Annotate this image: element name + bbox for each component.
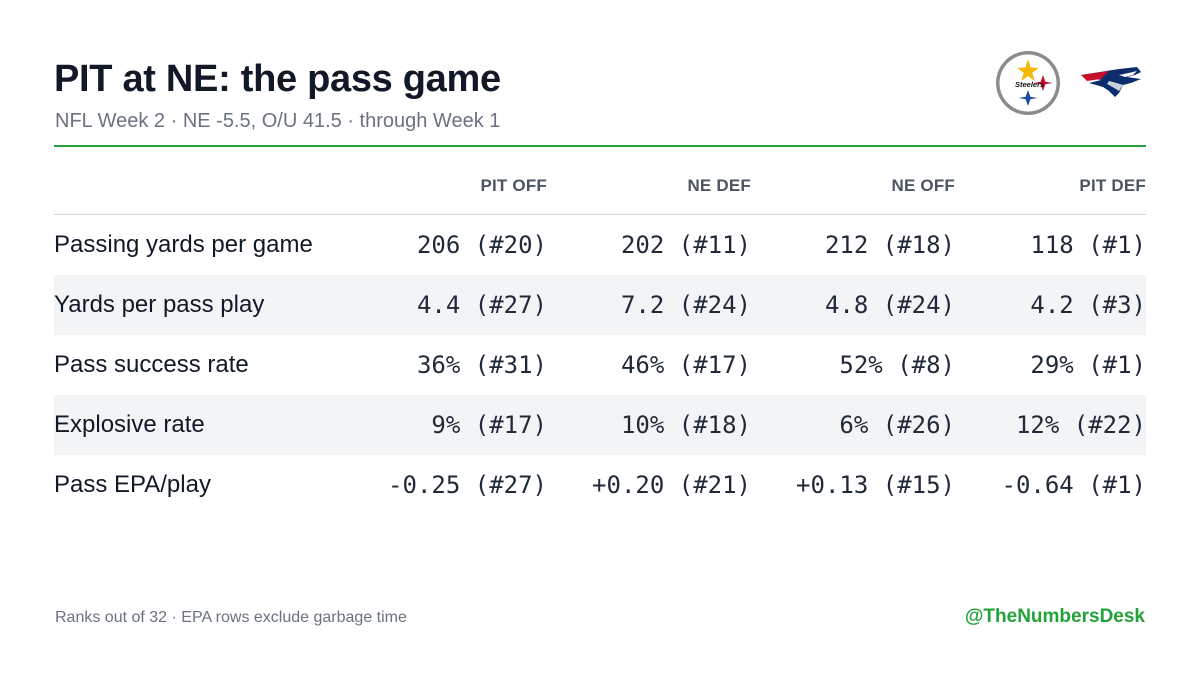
table-cell: 118 (#1) [1030,231,1146,259]
row-label: Pass success rate [54,351,249,378]
table-cell: 9% (#17) [364,395,547,455]
table-cell: 52% (#8) [839,351,955,379]
table-cell: 10% (#18) [547,395,751,455]
column-header-ne-off: NE OFF [751,158,955,215]
table-cell: +0.13 (#15) [796,471,955,499]
table-cell: 206 (#20) [416,231,547,259]
patriots-logo-icon [1081,67,1141,97]
column-header-ne-def: NE DEF [547,158,751,215]
header-divider [54,145,1146,147]
table-cell: 7.2 (#24) [547,275,751,335]
table-row: Yards per pass play 4.4 (#27) 7.2 (#24) … [54,275,1146,335]
author-handle: @TheNumbersDesk [964,606,1145,627]
table-cell: 4.2 (#3) [955,275,1146,335]
table-cell: 36% (#31) [416,351,547,379]
table-cell: 12% (#22) [955,395,1146,455]
page-title: PIT at NE: the pass game [54,58,501,100]
table-cell: 202 (#11) [620,231,751,259]
team-logos: Steelers [995,50,1145,116]
table-row: Pass success rate 36% (#31) 46% (#17) 52… [54,335,1146,395]
table-cell: 4.8 (#24) [751,275,955,335]
table-row: Explosive rate 9% (#17) 10% (#18) 6% (#2… [54,395,1146,455]
table-cell: 4.4 (#27) [364,275,547,335]
page-subtitle: NFL Week 2 · NE -5.5, O/U 41.5 · through… [55,110,501,132]
table-cell: 212 (#18) [824,231,955,259]
table-row: Passing yards per game 206 (#20) 202 (#1… [54,215,1146,276]
steelers-logo-icon: Steelers [996,51,1060,115]
table-cell: 6% (#26) [751,395,955,455]
table-cell: +0.20 (#21) [592,471,751,499]
column-header [54,158,364,215]
column-header-pit-def: PIT DEF [955,158,1146,215]
column-header-pit-off: PIT OFF [364,158,547,215]
table-cell: -0.25 (#27) [388,471,547,499]
table-cell: -0.64 (#1) [1001,471,1147,499]
stats-table: PIT OFF NE DEF NE OFF PIT DEF Passing ya… [54,158,1146,515]
row-label: Passing yards per game [54,231,313,258]
row-label: Pass EPA/play [54,471,211,498]
footnote: Ranks out of 32 · EPA rows exclude garba… [55,609,407,626]
table-row: Pass EPA/play -0.25 (#27) +0.20 (#21) +0… [54,455,1146,515]
table-cell: 29% (#1) [1030,351,1146,379]
table-cell: 46% (#17) [620,351,751,379]
row-label: Yards per pass play [54,275,364,335]
row-label: Explosive rate [54,395,364,455]
table-header-row: PIT OFF NE DEF NE OFF PIT DEF [54,158,1146,215]
steelers-logo-text: Steelers [1015,80,1044,89]
